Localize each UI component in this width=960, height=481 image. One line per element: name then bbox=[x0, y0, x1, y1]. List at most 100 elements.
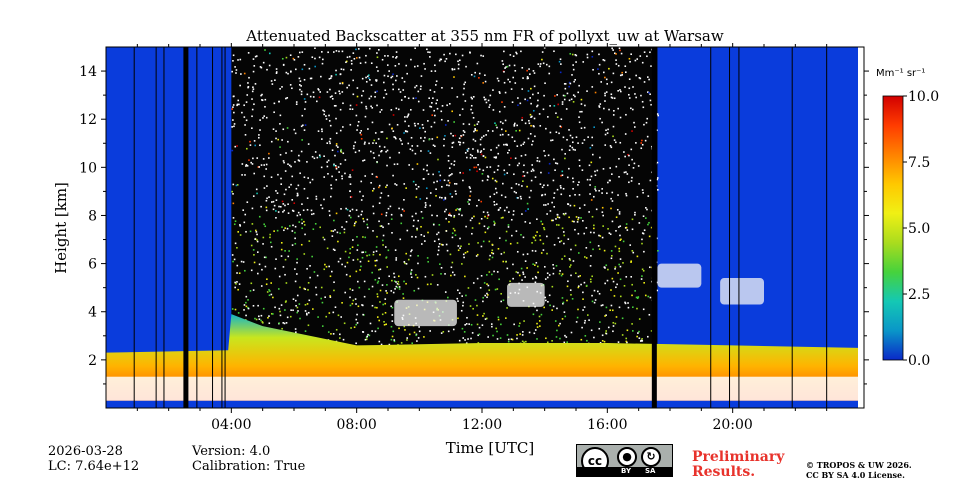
noise-speck bbox=[569, 134, 572, 137]
noise-speck bbox=[423, 62, 425, 65]
noise-speck bbox=[563, 311, 566, 313]
noise-speck bbox=[292, 309, 294, 312]
noise-speck bbox=[449, 52, 451, 55]
noise-speck bbox=[359, 190, 361, 193]
noise-speck bbox=[505, 143, 507, 146]
noise-speck bbox=[608, 67, 610, 70]
noise-speck bbox=[611, 277, 614, 280]
noise-speck bbox=[593, 227, 595, 230]
noise-speck bbox=[463, 331, 466, 333]
noise-speck bbox=[358, 149, 361, 152]
noise-speck bbox=[561, 227, 564, 230]
noise-speck bbox=[471, 154, 474, 157]
noise-speck bbox=[411, 249, 413, 251]
noise-speck bbox=[462, 123, 465, 125]
noise-speck bbox=[526, 76, 529, 78]
noise-speck bbox=[318, 96, 321, 99]
noise-speck bbox=[262, 61, 265, 64]
noise-speck bbox=[442, 330, 445, 333]
noise-speck bbox=[488, 106, 491, 108]
noise-speck bbox=[362, 159, 364, 162]
noise-speck bbox=[631, 176, 633, 179]
noise-speck bbox=[611, 173, 613, 175]
noise-speck bbox=[349, 174, 351, 176]
noise-speck bbox=[536, 218, 538, 221]
noise-speck bbox=[242, 209, 245, 211]
noise-speck bbox=[641, 338, 643, 340]
noise-speck bbox=[602, 225, 604, 227]
noise-speck bbox=[621, 71, 623, 74]
noise-speck bbox=[245, 119, 248, 122]
noise-speck bbox=[339, 108, 342, 111]
noise-speck bbox=[290, 309, 292, 311]
noise-speck bbox=[334, 92, 337, 94]
noise-speck bbox=[356, 95, 359, 98]
noise-speck bbox=[423, 336, 425, 338]
noise-speck bbox=[285, 56, 288, 59]
noise-speck bbox=[268, 289, 270, 291]
noise-speck bbox=[526, 171, 529, 174]
noise-speck bbox=[506, 65, 509, 68]
noise-speck bbox=[484, 318, 487, 320]
noise-speck bbox=[380, 131, 383, 133]
noise-speck bbox=[367, 260, 370, 263]
noise-speck bbox=[379, 253, 381, 256]
noise-speck bbox=[598, 248, 601, 250]
noise-speck bbox=[563, 255, 566, 257]
noise-speck bbox=[411, 235, 413, 238]
noise-speck bbox=[385, 323, 387, 326]
noise-speck bbox=[459, 114, 461, 116]
noise-speck bbox=[496, 338, 499, 340]
noise-speck bbox=[487, 294, 489, 296]
noise-speck bbox=[376, 282, 379, 284]
noise-speck bbox=[630, 180, 633, 182]
noise-speck bbox=[376, 306, 378, 309]
noise-speck bbox=[556, 188, 559, 191]
noise-speck bbox=[539, 125, 542, 127]
noise-speck bbox=[612, 72, 615, 75]
noise-speck bbox=[472, 95, 475, 98]
noise-speck bbox=[259, 129, 261, 131]
noise-speck bbox=[560, 240, 563, 242]
noise-speck bbox=[544, 299, 547, 302]
noise-speck bbox=[459, 237, 461, 240]
noise-speck bbox=[645, 121, 648, 124]
noise-speck bbox=[487, 226, 490, 228]
noise-speck bbox=[649, 266, 651, 269]
noise-speck bbox=[300, 218, 303, 221]
noise-speck bbox=[529, 97, 531, 99]
noise-speck bbox=[568, 149, 571, 151]
noise-speck bbox=[480, 274, 483, 277]
noise-speck bbox=[480, 217, 483, 220]
noise-speck bbox=[540, 220, 542, 223]
noise-speck bbox=[416, 145, 419, 147]
noise-speck bbox=[260, 314, 263, 317]
noise-speck bbox=[415, 333, 418, 336]
noise-speck bbox=[349, 304, 352, 307]
noise-speck bbox=[447, 155, 450, 157]
noise-speck bbox=[376, 259, 378, 262]
noise-speck bbox=[282, 160, 285, 162]
noise-speck bbox=[612, 135, 614, 138]
noise-speck bbox=[642, 106, 645, 109]
noise-speck bbox=[591, 300, 594, 303]
noise-speck bbox=[581, 326, 583, 329]
noise-speck bbox=[335, 117, 337, 120]
noise-speck bbox=[500, 217, 503, 219]
noise-speck bbox=[328, 140, 331, 143]
noise-speck bbox=[290, 150, 293, 152]
noise-speck bbox=[297, 184, 300, 187]
noise-speck bbox=[430, 283, 432, 285]
noise-speck bbox=[594, 174, 597, 177]
noise-speck bbox=[294, 225, 297, 228]
noise-speck bbox=[571, 141, 574, 144]
noise-speck bbox=[495, 191, 498, 194]
noise-speck bbox=[612, 125, 615, 128]
noise-speck bbox=[446, 249, 449, 252]
noise-speck bbox=[541, 223, 544, 225]
noise-speck bbox=[299, 88, 301, 91]
noise-speck bbox=[469, 219, 472, 222]
noise-speck bbox=[615, 63, 618, 65]
noise-speck bbox=[321, 138, 323, 140]
noise-speck bbox=[569, 259, 571, 261]
